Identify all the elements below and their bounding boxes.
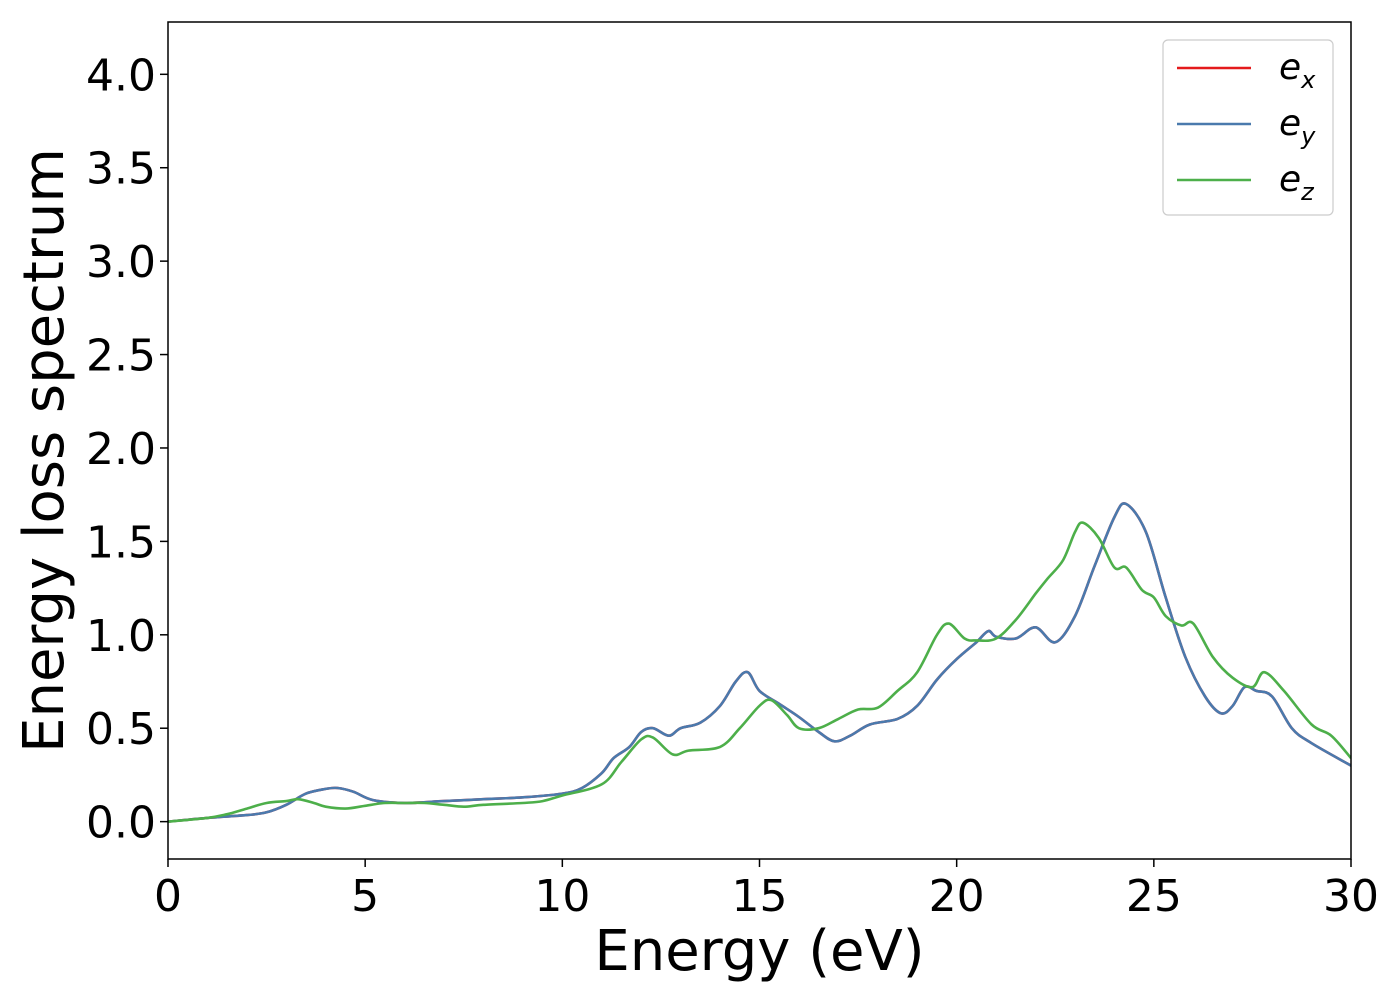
legend-label-subscript: z (1300, 178, 1315, 206)
y-tick-label: 0.0 (86, 798, 156, 849)
legend-label-ex: ex (1279, 47, 1316, 94)
x-tick-label: 10 (534, 871, 590, 922)
legend-label-base: e (1279, 103, 1301, 144)
x-axis-label: Energy (eV) (594, 919, 924, 984)
y-tick-label: 2.0 (86, 424, 156, 475)
legend-label-subscript: x (1300, 66, 1316, 94)
y-tick-label: 2.5 (86, 331, 156, 382)
series-line-ez (168, 521, 1351, 823)
x-tick-label: 30 (1323, 871, 1379, 922)
series-line-ex (168, 502, 1351, 823)
series-line-ey (168, 502, 1351, 823)
y-tick-label: 1.0 (86, 611, 156, 662)
x-tick-label: 15 (732, 871, 788, 922)
legend-label-base: e (1279, 159, 1301, 200)
y-tick-label: 3.5 (86, 144, 156, 195)
legend-label-subscript: y (1300, 122, 1316, 150)
y-tick-label: 0.5 (86, 704, 156, 755)
x-tick-label: 20 (929, 871, 985, 922)
y-axis-label: Energy loss spectrum (12, 148, 77, 753)
y-axis-ticks: 0.0 0.5 1.0 1.5 2.0 2.5 3.0 3.5 4.0 (86, 50, 168, 849)
legend-label-ey: ey (1279, 103, 1316, 150)
legend-label-base: e (1279, 47, 1301, 88)
legend-label-ez: ez (1279, 159, 1315, 206)
x-tick-label: 5 (351, 871, 379, 922)
x-tick-label: 0 (154, 871, 182, 922)
x-tick-label: 25 (1126, 871, 1182, 922)
y-tick-label: 4.0 (86, 50, 156, 101)
y-tick-label: 1.5 (86, 517, 156, 568)
legend-box (1162, 39, 1334, 216)
y-tick-label: 3.0 (86, 237, 156, 288)
plot-area (168, 502, 1351, 823)
x-axis-ticks: 0 5 10 15 20 25 30 (154, 859, 1379, 922)
